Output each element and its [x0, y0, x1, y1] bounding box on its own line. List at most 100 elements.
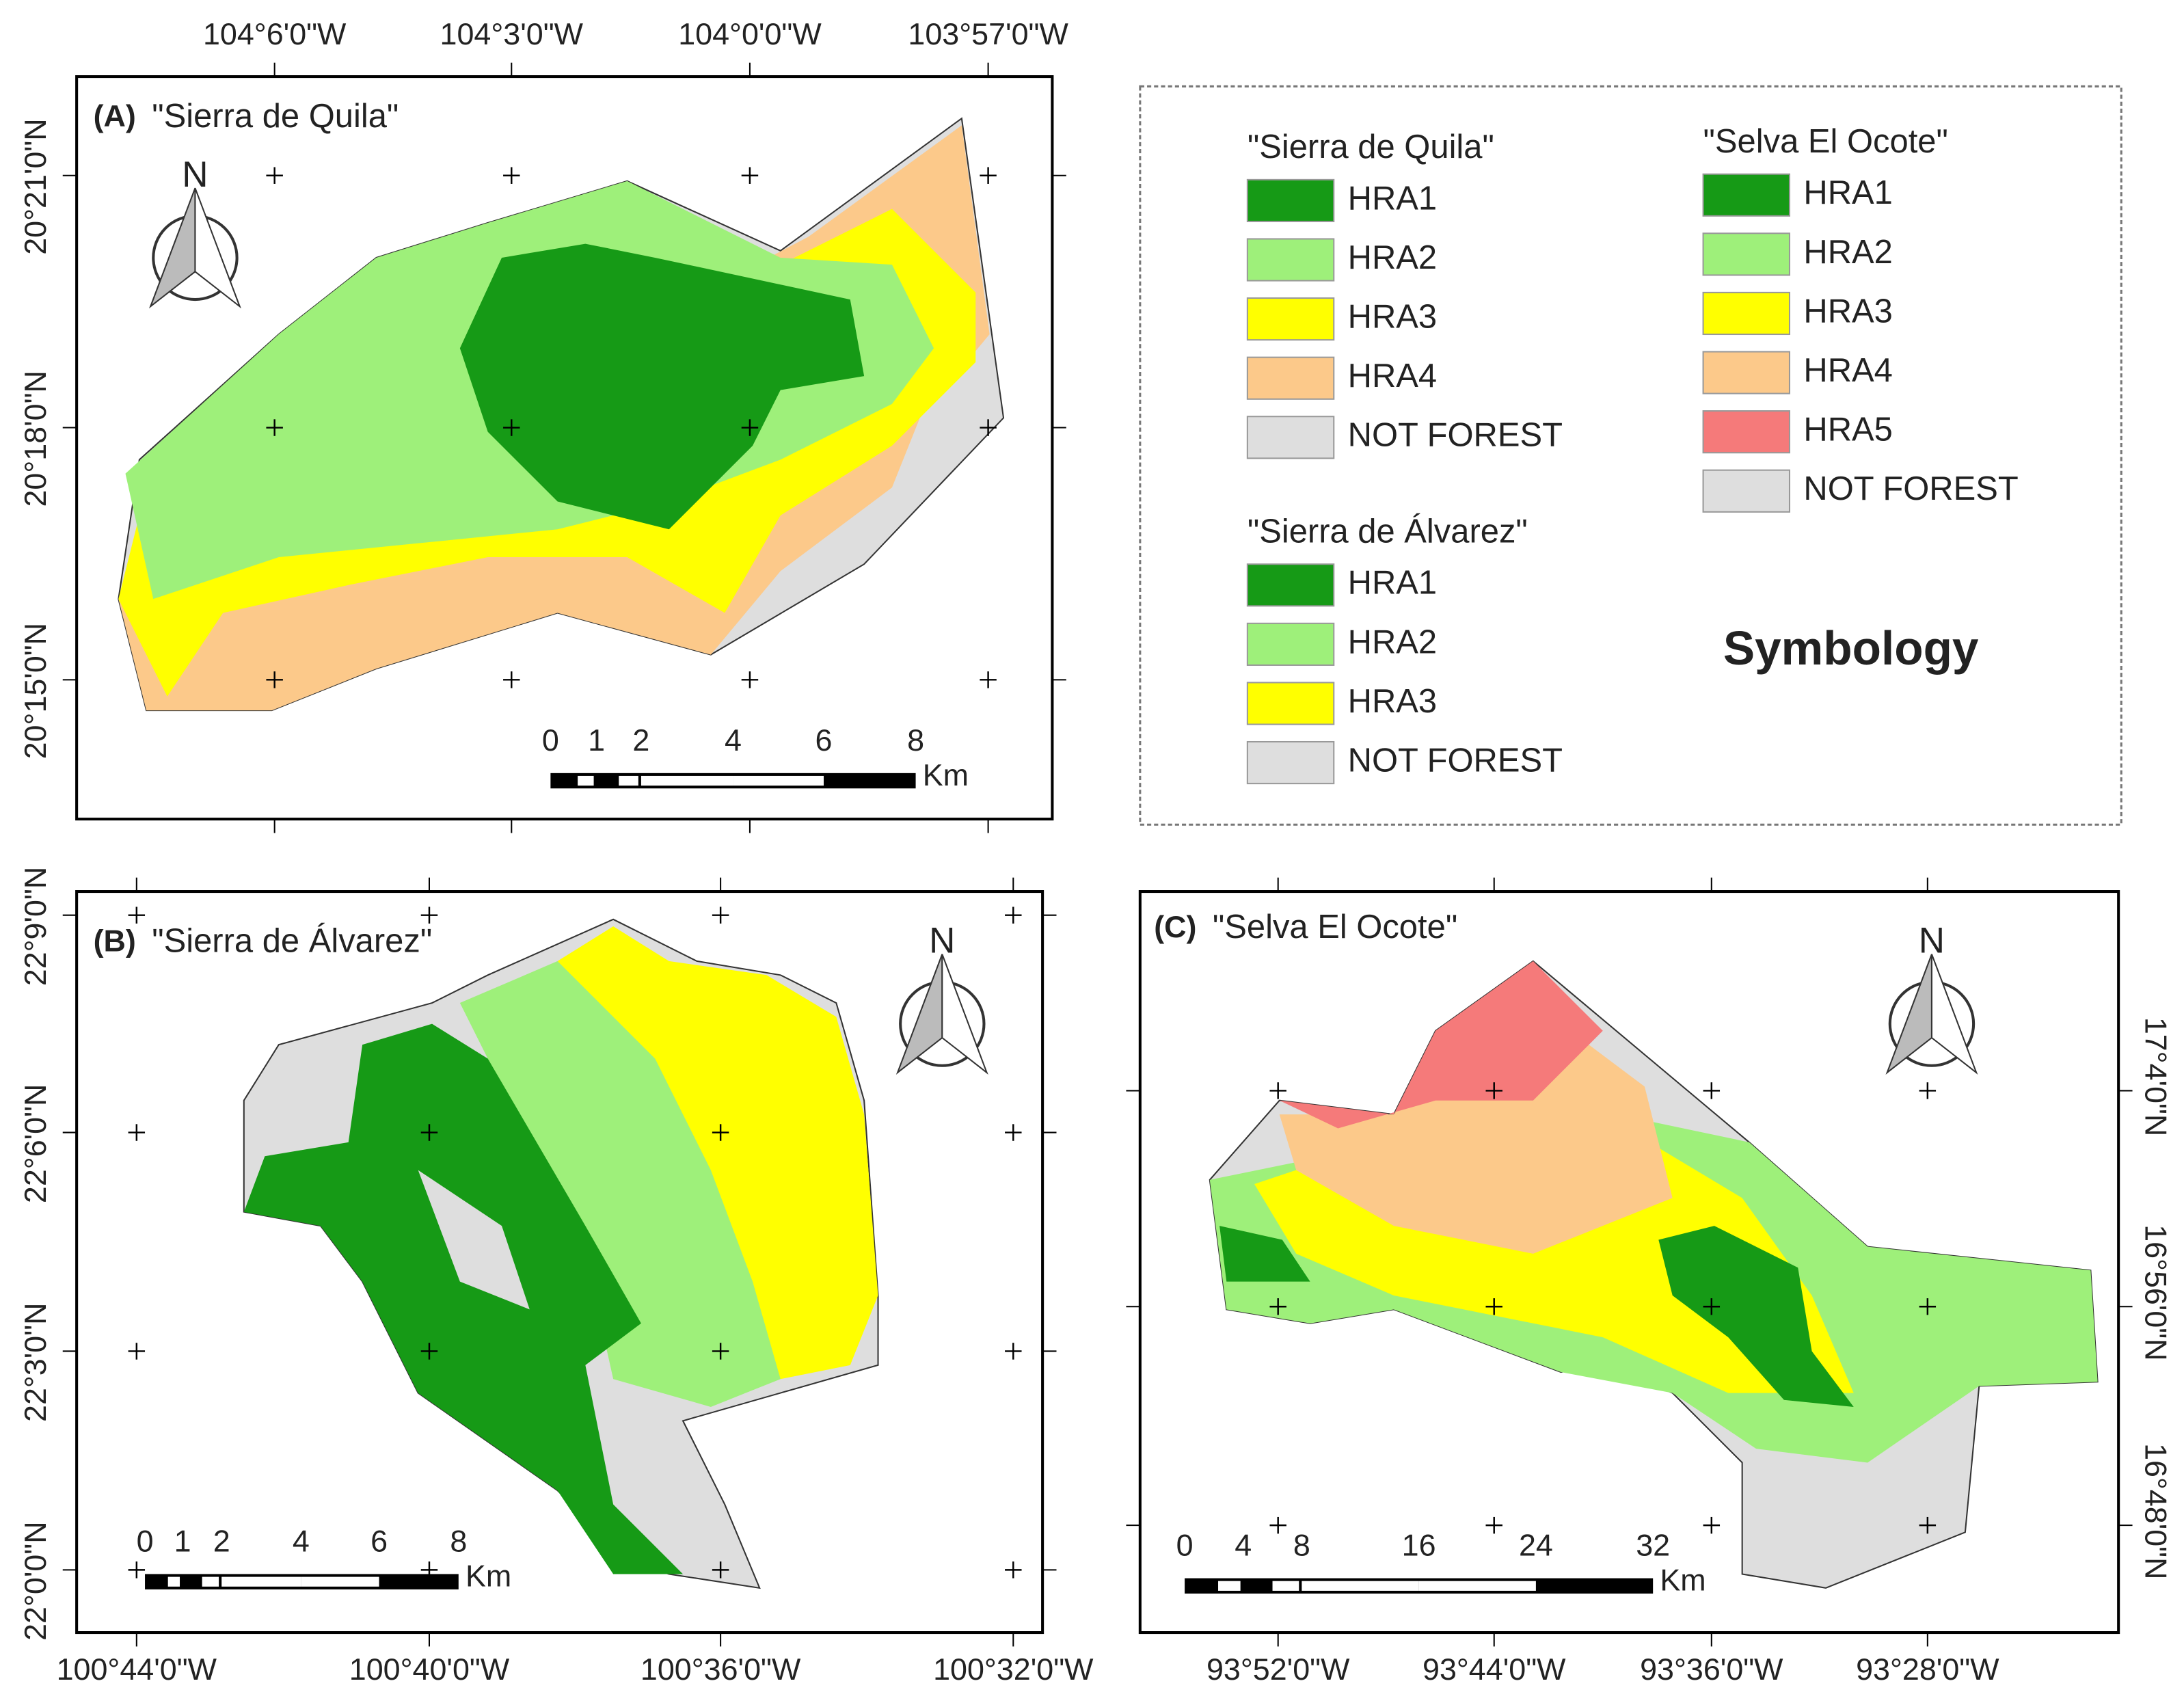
legend-label: HRA3	[1348, 299, 1438, 336]
scale-bar-segment	[619, 775, 638, 786]
scale-bar-segment	[1218, 1581, 1241, 1591]
panel-label: (A)	[94, 98, 136, 133]
scale-label: 32	[1636, 1528, 1670, 1563]
scale-label: 1	[174, 1523, 191, 1558]
legend-swatch	[1246, 297, 1335, 341]
north-label: N	[182, 155, 208, 195]
lon-label: 104°3'0"W	[440, 16, 584, 51]
lon-label: 100°40'0"W	[349, 1652, 510, 1687]
legend-swatch	[1246, 178, 1335, 222]
legend-swatch	[1246, 416, 1335, 459]
scale-bar-segment	[202, 1576, 219, 1587]
legend-swatch	[1246, 238, 1335, 282]
legend-label: HRA4	[1803, 352, 1893, 389]
lon-label: 93°36'0"W	[1640, 1652, 1783, 1687]
lat-label: 22°3'0"N	[18, 1303, 53, 1422]
legend-swatch	[1702, 291, 1791, 336]
panel-title: "Sierra de Quila"	[152, 98, 399, 135]
legend-label: HRA5	[1803, 412, 1893, 448]
legend-label: HRA1	[1803, 174, 1893, 211]
legend-label: NOT FOREST	[1348, 742, 1563, 779]
legend-swatch	[1246, 682, 1335, 725]
scale-bar-segment	[167, 1576, 180, 1587]
lon-label: 93°28'0"W	[1856, 1652, 1999, 1687]
lon-label: 100°36'0"W	[641, 1652, 801, 1687]
legend-swatch	[1702, 469, 1791, 513]
scale-unit: Km	[466, 1558, 511, 1593]
scale-label: 8	[450, 1523, 467, 1558]
lon-label: 104°0'0"W	[678, 16, 822, 51]
lon-label: 93°44'0"W	[1423, 1652, 1566, 1687]
lat-label: 16°48'0"N	[2138, 1443, 2173, 1579]
scale-bar-segment	[1418, 1581, 1536, 1591]
lon-label: 100°44'0"W	[57, 1652, 217, 1687]
legend-label: HRA1	[1348, 565, 1438, 602]
scale-label: 0	[137, 1523, 154, 1558]
panel-title: "Selva El Ocote"	[1213, 909, 1457, 945]
legend-group-title: "Sierra de Quila"	[1248, 129, 1494, 165]
lon-label: 103°57'0"W	[908, 16, 1068, 51]
lat-label: 20°21'0"N	[18, 118, 53, 254]
legend-swatch	[1246, 356, 1335, 400]
lon-label: 100°32'0"W	[933, 1652, 1094, 1687]
scale-label: 0	[542, 723, 559, 757]
map-b	[243, 918, 879, 1589]
lon-label: 93°52'0"W	[1206, 1652, 1350, 1687]
panel-label: (B)	[94, 923, 136, 958]
scale-bar-segment	[578, 775, 594, 786]
legend-swatch	[1246, 563, 1335, 607]
scale-label: 0	[1176, 1528, 1194, 1563]
legend-label: HRA1	[1348, 180, 1438, 217]
scale-label: 6	[815, 723, 833, 757]
lat-label: 20°18'0"N	[18, 371, 53, 507]
scale-label: 1	[588, 723, 605, 757]
legend-title: Symbology	[1723, 621, 1979, 675]
scale-bar-segment	[301, 1576, 379, 1587]
legend-swatch	[1702, 351, 1791, 394]
map-c	[1209, 960, 2099, 1589]
legend-label: HRA4	[1348, 358, 1438, 394]
lat-label: 20°15'0"N	[18, 623, 53, 759]
legend-label: HRA2	[1348, 623, 1438, 660]
panel-label: (C)	[1154, 909, 1196, 944]
legend-swatch	[1702, 410, 1791, 454]
scale-label: 8	[907, 723, 924, 757]
lat-label: 22°6'0"N	[18, 1084, 53, 1203]
legend-swatch	[1246, 622, 1335, 666]
legend-label: HRA3	[1348, 683, 1438, 720]
lat-label: 22°9'0"N	[18, 867, 53, 986]
legend-label: HRA2	[1803, 234, 1893, 271]
scale-label: 8	[1293, 1528, 1310, 1563]
scale-label: 4	[293, 1523, 310, 1558]
legend-swatch	[1702, 232, 1791, 276]
legend-label: NOT FOREST	[1803, 470, 2018, 507]
lat-label: 17°4'0"N	[2138, 1017, 2173, 1136]
legend-swatch	[1702, 173, 1791, 217]
north-arrow	[941, 954, 988, 1075]
legend-group-title: "Sierra de Álvarez"	[1248, 513, 1528, 550]
scale-label: 24	[1519, 1528, 1553, 1563]
map-a	[118, 117, 1005, 712]
north-arrow	[194, 187, 241, 309]
scale-bar-segment	[641, 775, 733, 786]
scale-label: 4	[1235, 1528, 1252, 1563]
panel-title: "Sierra de Álvarez"	[152, 922, 432, 959]
north-label: N	[1919, 920, 1945, 961]
lon-label: 104°6'0"W	[203, 16, 347, 51]
lat-label: 22°0'0"N	[18, 1521, 53, 1640]
legend-group-title: "Selva El Ocote"	[1703, 123, 1948, 160]
legend-swatch	[1246, 740, 1335, 785]
scale-label: 6	[370, 1523, 388, 1558]
scale-unit: Km	[923, 757, 969, 792]
scale-bar-segment	[733, 775, 824, 786]
scale-bar-segment	[1302, 1581, 1419, 1591]
lat-label: 16°56'0"N	[2138, 1224, 2173, 1360]
scale-label: 4	[725, 723, 742, 757]
scale-bar-segment	[1272, 1581, 1299, 1591]
scale-label: 2	[632, 723, 649, 757]
north-label: N	[929, 920, 955, 961]
legend-label: NOT FOREST	[1348, 417, 1563, 454]
legend-label: HRA3	[1803, 293, 1893, 330]
